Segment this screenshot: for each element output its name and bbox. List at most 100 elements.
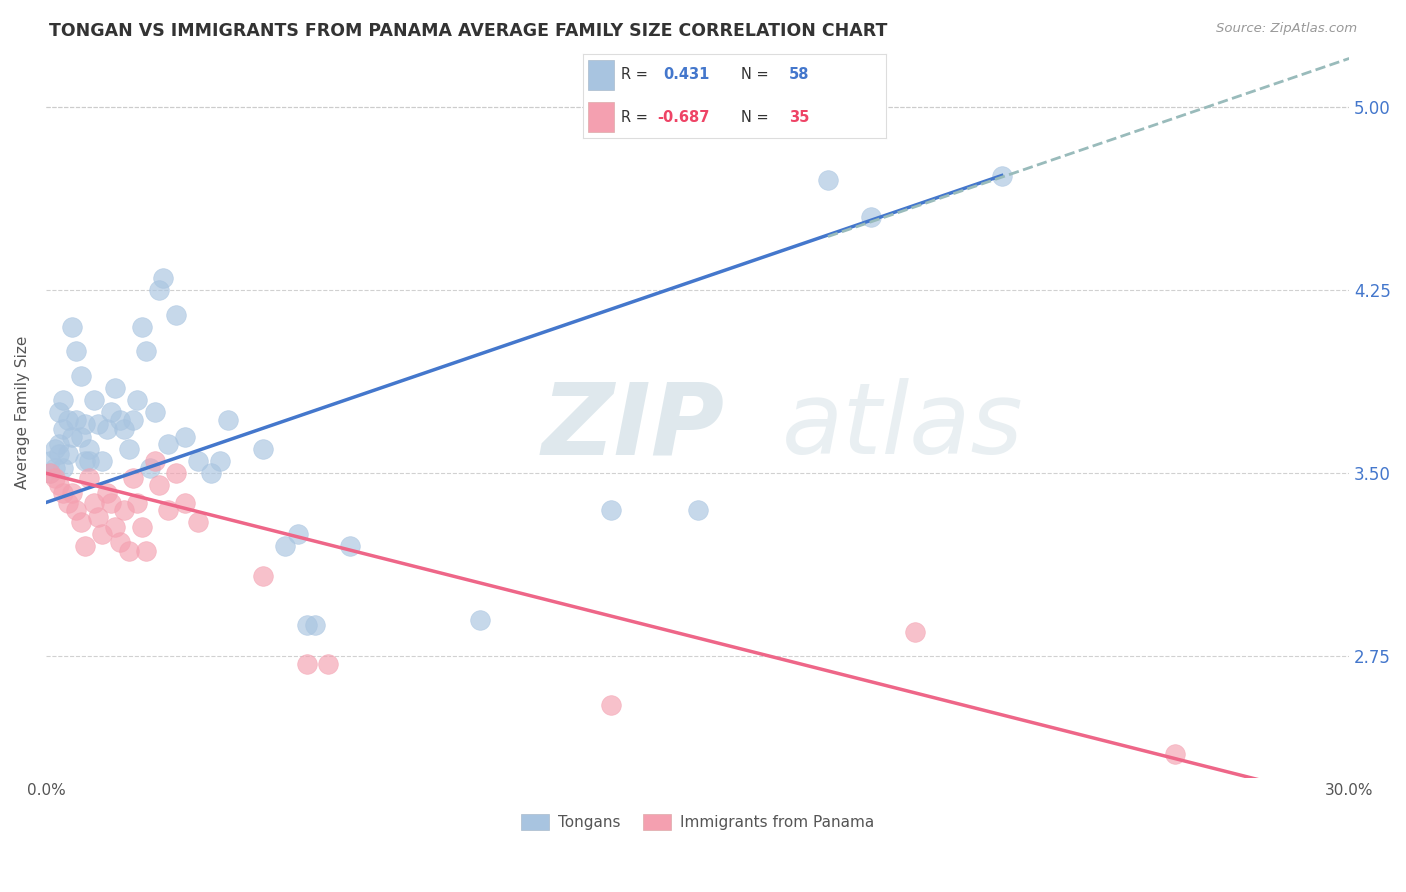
Point (39, 467, 62, 481)
Y-axis label: Average Family Size: Average Family Size (15, 335, 30, 489)
Text: R =: R = (621, 67, 648, 82)
Point (127, 392, 149, 407)
Point (131, 520, 153, 534)
Point (65, 412, 87, 426)
Point (52, 485, 75, 500)
Point (60, 429, 83, 443)
Text: ZIP: ZIP (541, 378, 724, 475)
FancyBboxPatch shape (588, 60, 614, 89)
Point (69, 429, 91, 443)
Point (39, 454, 62, 468)
Point (108, 534, 131, 549)
Point (339, 540, 361, 554)
Point (131, 319, 153, 334)
Text: TONGAN VS IMMIGRANTS FROM PANAMA AVERAGE FAMILY SIZE CORRELATION CHART: TONGAN VS IMMIGRANTS FROM PANAMA AVERAGE… (49, 22, 887, 40)
Point (599, 503, 621, 517)
Point (599, 698, 621, 712)
Point (48, 478, 70, 492)
Point (135, 344, 157, 359)
Point (1164, 747, 1187, 761)
Point (152, 271, 174, 285)
Text: 58: 58 (789, 67, 810, 82)
Text: R =: R = (621, 110, 648, 125)
Text: 0.431: 0.431 (664, 67, 710, 82)
Legend: Tongans, Immigrants from Panama: Tongans, Immigrants from Panama (515, 808, 880, 837)
Point (83, 495, 105, 509)
Point (274, 540, 297, 554)
Point (39, 467, 62, 481)
Point (104, 520, 127, 534)
Point (91, 527, 114, 541)
Point (295, 657, 318, 671)
Point (60, 485, 83, 500)
Point (69, 515, 91, 529)
Point (83, 392, 105, 407)
Point (87, 417, 110, 432)
Text: -0.687: -0.687 (658, 110, 710, 125)
Point (96, 485, 118, 500)
Point (208, 454, 231, 468)
Point (56, 412, 79, 426)
Point (860, 210, 883, 224)
Text: atlas: atlas (782, 378, 1024, 475)
Point (117, 442, 139, 456)
Point (139, 461, 162, 475)
Point (112, 422, 135, 436)
Point (65, 503, 87, 517)
Point (48, 447, 70, 461)
Point (143, 454, 166, 468)
Point (52, 392, 75, 407)
Point (252, 442, 274, 456)
Point (252, 568, 274, 582)
Point (127, 495, 149, 509)
Point (75, 540, 97, 554)
Point (217, 412, 239, 426)
Point (904, 624, 927, 639)
Point (48, 405, 70, 419)
Point (65, 344, 87, 359)
Point (187, 515, 209, 529)
Point (817, 173, 839, 187)
Point (174, 495, 197, 509)
Text: N =: N = (741, 110, 768, 125)
Point (100, 405, 122, 419)
Point (79, 471, 101, 485)
Point (121, 471, 143, 485)
Point (117, 544, 139, 558)
Point (187, 454, 209, 468)
Point (75, 417, 97, 432)
Point (143, 405, 166, 419)
Point (135, 544, 157, 558)
Point (52, 422, 75, 436)
Point (686, 503, 709, 517)
Point (56, 447, 79, 461)
Point (69, 368, 91, 383)
Point (48, 437, 70, 451)
Point (75, 454, 97, 468)
Text: 35: 35 (789, 110, 810, 125)
Point (174, 429, 197, 443)
Point (104, 381, 127, 395)
Point (295, 617, 318, 632)
Point (156, 437, 179, 451)
Point (79, 442, 101, 456)
Point (148, 478, 170, 492)
Point (165, 308, 187, 322)
Point (60, 319, 83, 334)
Point (318, 657, 340, 671)
Point (304, 617, 326, 632)
Point (470, 613, 492, 627)
Point (100, 495, 122, 509)
FancyBboxPatch shape (588, 103, 614, 132)
Point (44, 442, 66, 456)
Point (108, 412, 131, 426)
Point (87, 510, 110, 524)
Point (165, 467, 187, 481)
Point (287, 527, 309, 541)
Point (56, 495, 79, 509)
Point (91, 454, 114, 468)
Point (121, 412, 143, 426)
Text: Source: ZipAtlas.com: Source: ZipAtlas.com (1216, 22, 1357, 36)
Text: N =: N = (741, 67, 768, 82)
Point (44, 471, 66, 485)
